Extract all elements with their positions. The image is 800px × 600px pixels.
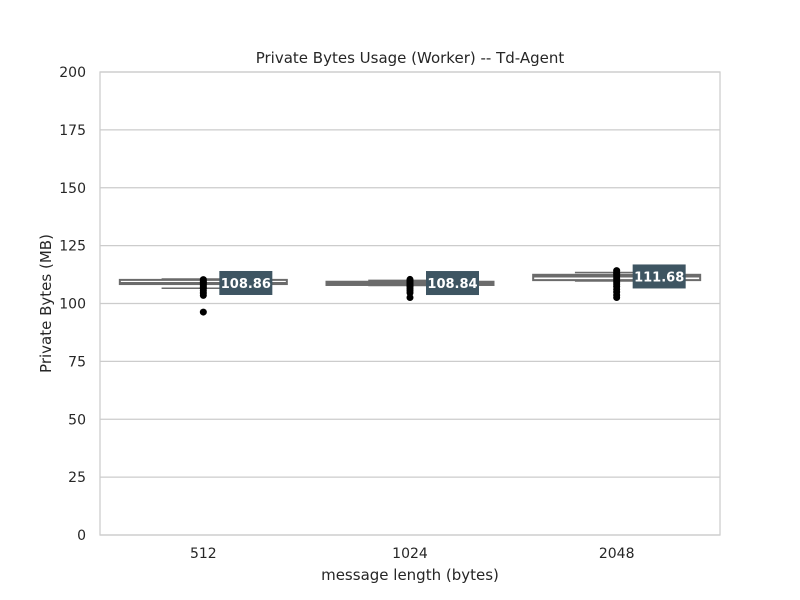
median-label: 111.68	[634, 270, 684, 285]
y-tick-label: 100	[59, 297, 86, 313]
outlier-point	[199, 308, 207, 316]
outlier-point	[199, 276, 207, 284]
box-group: 108.84	[325, 271, 495, 301]
chart-title: Private Bytes Usage (Worker) -- Td-Agent	[256, 49, 565, 67]
x-tick-label: 512	[190, 546, 217, 562]
y-axis-title: Private Bytes (MB)	[37, 234, 55, 373]
plot-frame	[99, 71, 721, 536]
y-tick-label: 25	[68, 470, 86, 486]
outlier-point	[613, 267, 621, 275]
median-label-box	[219, 270, 273, 295]
median-label-box	[426, 271, 479, 296]
box-group: 111.68	[532, 264, 702, 301]
x-axis-title: message length (bytes)	[321, 566, 499, 584]
x-tick-label: 2048	[599, 546, 635, 562]
x-tick-labels: 512 1024 2048	[190, 546, 635, 562]
box-series: 108.86 108.84 111.68	[118, 264, 702, 316]
x-tick-label: 1024	[392, 546, 428, 562]
y-tick-label: 0	[77, 528, 86, 544]
median-label: 108.86	[221, 277, 271, 292]
y-tick-label: 125	[59, 239, 86, 255]
y-tick-label: 50	[68, 412, 86, 428]
grid-lines	[100, 71, 720, 536]
y-tick-label: 75	[68, 354, 86, 370]
y-tick-label: 150	[59, 181, 86, 197]
y-tick-label: 200	[59, 65, 86, 81]
median-label-box	[632, 264, 686, 289]
outlier-point	[406, 275, 414, 283]
y-tick-label: 175	[59, 123, 86, 139]
median-label: 108.84	[427, 277, 477, 292]
y-tick-labels: 0 25 50 75 100 125 150 175 200	[59, 65, 86, 544]
box-group: 108.86	[118, 270, 288, 316]
